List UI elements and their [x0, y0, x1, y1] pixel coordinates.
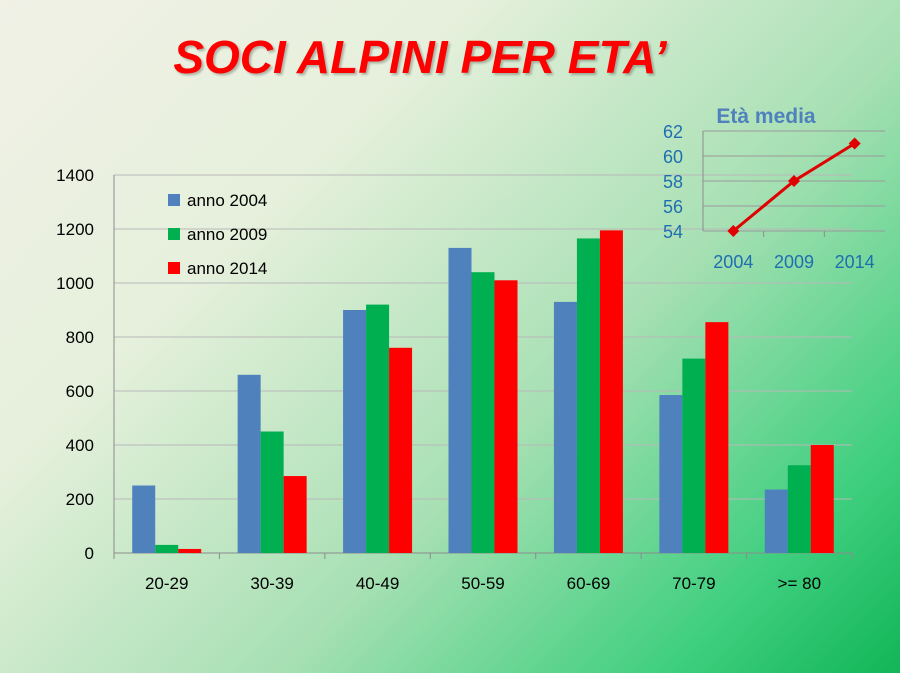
legend-swatch [168, 228, 180, 240]
bar-anno-2009-30-39 [260, 431, 284, 553]
bar-anno-2004-70-79 [659, 395, 683, 553]
inset-x-tick-label: 2014 [835, 252, 875, 272]
y-tick-label: 600 [66, 382, 94, 401]
inset-series-line [732, 142, 856, 233]
bar-anno-2004-20-29 [132, 485, 156, 553]
inset-y-tick-label: 60 [663, 147, 683, 167]
x-tick-label: 30-39 [250, 574, 293, 593]
bar-anno-2014-70-79 [705, 322, 729, 553]
x-tick-label: >= 80 [778, 574, 822, 593]
bar-anno-2004-30-39 [237, 374, 261, 553]
bar-anno-2014-20-29 [178, 548, 202, 553]
y-tick-label: 0 [85, 544, 94, 563]
y-tick-label: 1400 [56, 166, 94, 185]
inset-y-tick-label: 56 [663, 197, 683, 217]
bar-anno-2004-50-59 [448, 247, 472, 553]
bar-anno-2014->= 80 [810, 445, 834, 553]
inset-y-tick-label: 58 [663, 172, 683, 192]
bar-anno-2014-60-69 [599, 230, 623, 553]
bar-anno-2009-70-79 [682, 358, 706, 553]
bar-anno-2004-40-49 [343, 310, 367, 553]
bar-anno-2014-40-49 [389, 347, 413, 553]
inset-point-2014 [848, 137, 861, 150]
inset-point-2004 [727, 225, 740, 237]
inset-y-tick-label: 62 [663, 122, 683, 142]
y-tick-label: 800 [66, 328, 94, 347]
inset-title: Età media [716, 105, 816, 128]
x-tick-label: 20-29 [145, 574, 188, 593]
x-tick-label: 70-79 [672, 574, 715, 593]
y-tick-label: 400 [66, 436, 94, 455]
legend-label: anno 2009 [187, 225, 267, 244]
legend-swatch [168, 262, 180, 274]
bar-anno-2004->= 80 [764, 489, 788, 553]
bar-anno-2009-40-49 [366, 304, 390, 553]
inset-x-tick-label: 2009 [774, 252, 814, 272]
bar-anno-2009-60-69 [576, 238, 600, 553]
y-tick-label: 200 [66, 490, 94, 509]
legend-label: anno 2014 [187, 259, 267, 278]
y-tick-label: 1200 [56, 220, 94, 239]
legend-label: anno 2004 [187, 191, 267, 210]
x-tick-label: 60-69 [567, 574, 610, 593]
legend-swatch [168, 194, 180, 206]
inset-x-tick-label: 2004 [713, 252, 753, 272]
bar-anno-2014-30-39 [283, 476, 307, 553]
bar-anno-2009->= 80 [787, 465, 811, 553]
bar-anno-2009-20-29 [155, 544, 179, 553]
inset-y-tick-label: 54 [663, 222, 683, 242]
bar-anno-2004-60-69 [553, 301, 577, 553]
inset-point-2009 [788, 175, 800, 187]
y-tick-label: 1000 [56, 274, 94, 293]
bar-anno-2009-50-59 [471, 272, 495, 553]
x-tick-label: 40-49 [356, 574, 399, 593]
page-title: SOCI ALPINI PER ETA’ [173, 31, 667, 83]
x-tick-label: 50-59 [461, 574, 504, 593]
bar-anno-2014-50-59 [494, 280, 518, 553]
